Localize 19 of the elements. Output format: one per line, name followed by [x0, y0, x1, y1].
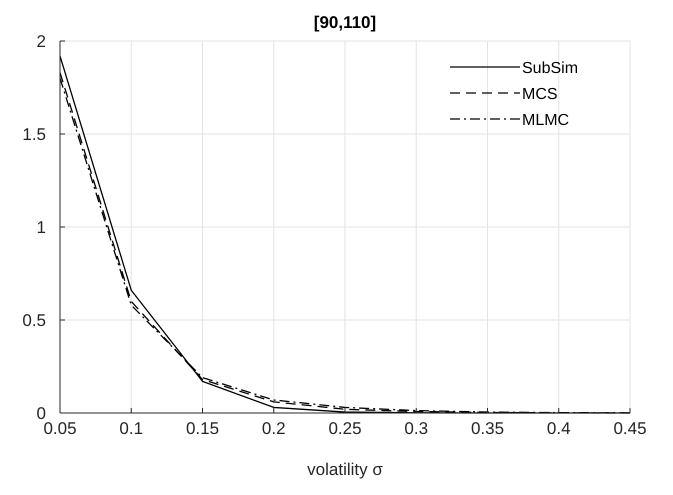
x-tick-label: 0.15	[186, 419, 220, 438]
x-tick-label: 0.05	[43, 419, 77, 438]
x-tick-label: 0.45	[613, 419, 647, 438]
y-tick-label: 0.5	[22, 311, 46, 330]
x-tick-label: 0.25	[328, 419, 362, 438]
x-tick-label: 0.35	[470, 419, 504, 438]
y-tick-label: 1	[36, 218, 46, 237]
y-tick-label: 0	[36, 404, 46, 423]
legend-label: SubSim	[522, 60, 578, 77]
x-tick-label: 0.2	[262, 419, 286, 438]
x-tick-label: 0.4	[546, 419, 571, 438]
x-tick-label: 0.3	[404, 419, 428, 438]
chart-title: [90,110]	[314, 13, 376, 32]
x-axis-title: volatility σ	[307, 460, 384, 479]
legend-label: MCS	[522, 86, 558, 103]
y-tick-label: 2	[36, 32, 46, 51]
y-tick-label: 1.5	[22, 125, 46, 144]
x-tick-label: 0.1	[119, 419, 144, 438]
legend-label: MLMC	[522, 112, 570, 129]
